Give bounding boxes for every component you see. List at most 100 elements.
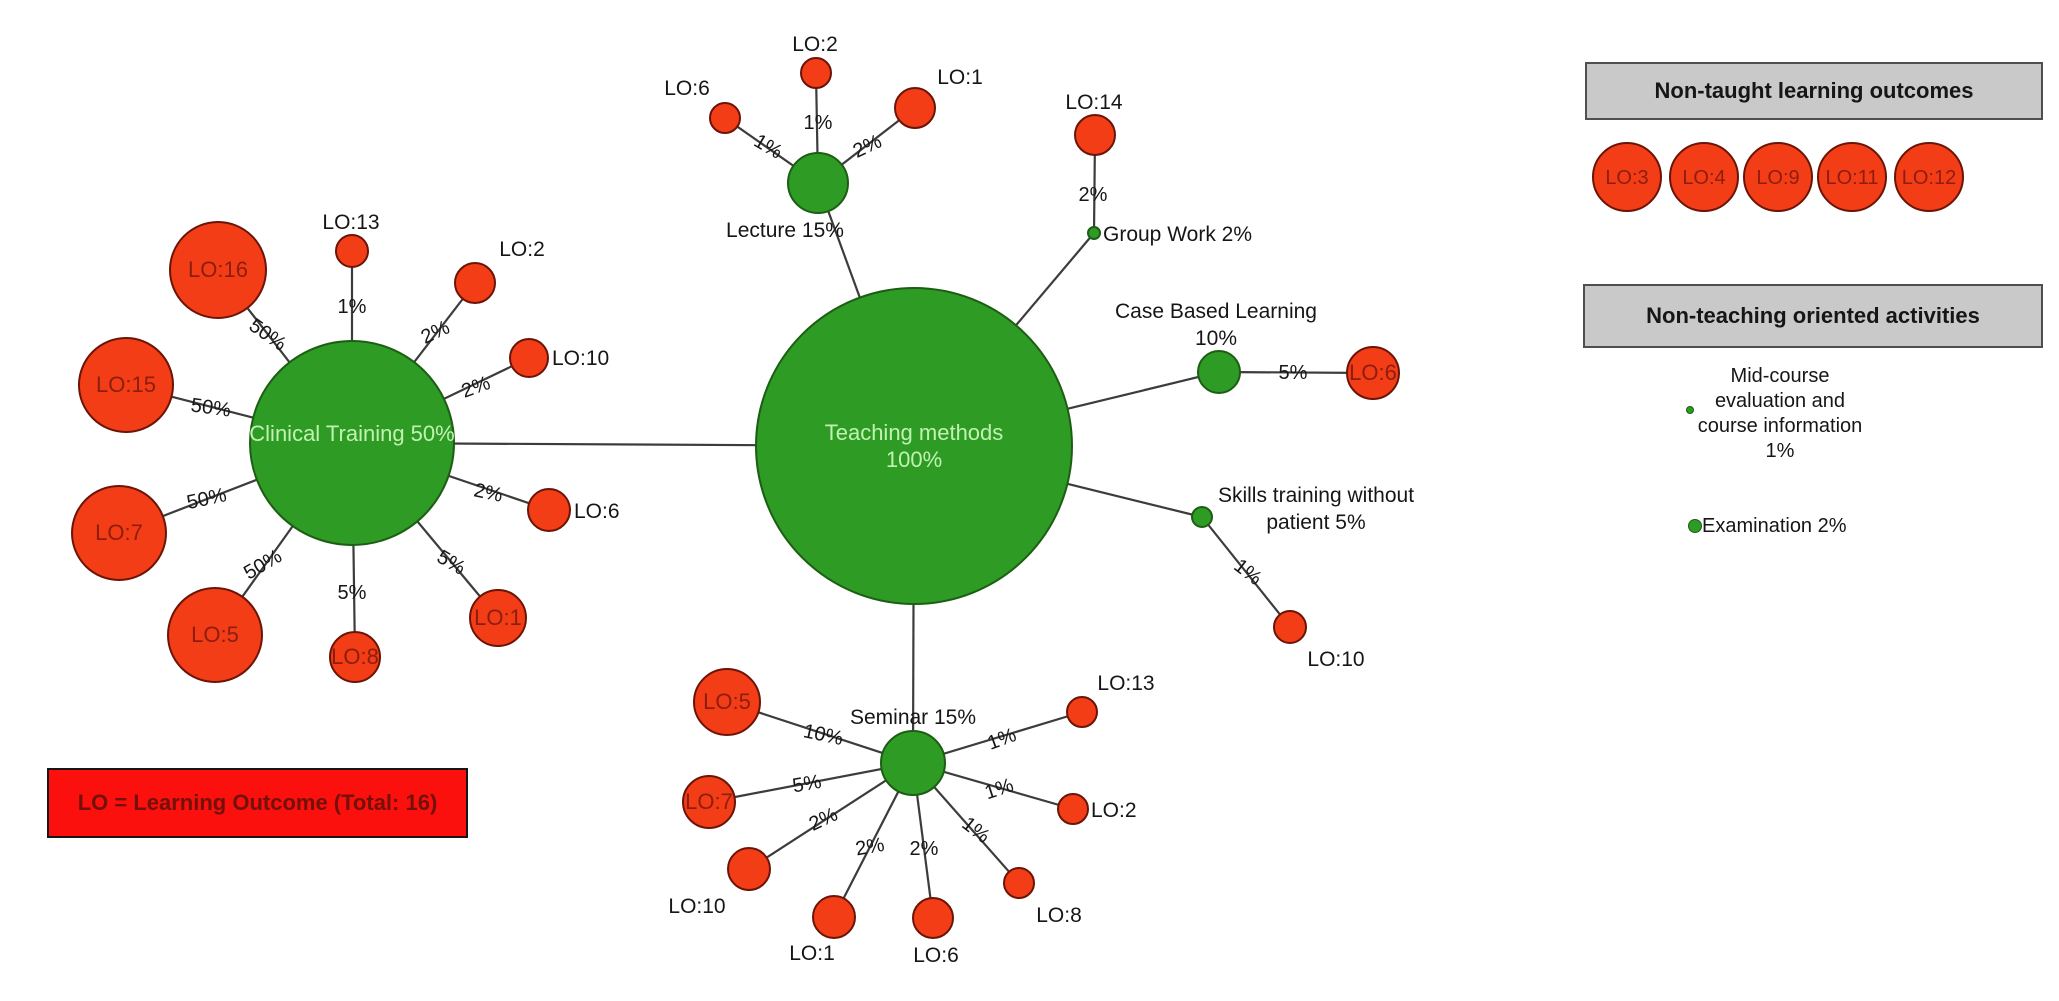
activity-midcourse-line: evaluation and [1714,390,1846,412]
outcome-label-lo15: LO:15 [96,372,156,397]
activity-examination: Examination 2% [1702,515,1847,537]
node-skills-training [1191,506,1213,528]
outcome-label-lo5: LO:5 [703,689,751,714]
examination-dot [1688,519,1702,533]
seminar-label: Seminar 15% [850,706,976,729]
outcome-label-lo16: LO:16 [188,257,248,282]
outcome-label-lo13: LO:13 [322,211,379,234]
node-clinical-training-lo10 [509,338,549,378]
teaching-methods-label: Teaching methods [825,420,1004,445]
edge-weight-label: 50% [185,484,229,514]
edge-weight-label: 5% [1279,362,1308,384]
node-lecture-lo1 [894,87,936,129]
node-clinical-training [249,340,455,546]
edge-weight-label: 50% [245,315,291,356]
outcome-label-lo6: LO:6 [574,500,620,523]
edge-weight-label: 1% [750,130,786,164]
edge-weight-label: 1% [338,296,367,318]
outcome-label-lo8: LO:8 [1036,904,1082,927]
node-seminar-lo10 [727,847,771,891]
edge-weight-label: 5% [433,546,469,580]
case-based-learning-label: 10% [1195,327,1237,350]
node-lecture-lo6 [709,102,741,134]
node-case-based-learning [1197,350,1241,394]
edge-weight-label: 2% [1079,184,1108,206]
edge-skills-training-lo10 [1201,516,1291,628]
node-seminar-lo7 [682,775,736,829]
outcome-label-lo9: LO:9 [1756,167,1799,189]
node-lecture-lo2 [800,57,832,89]
outcome-label-lo1: LO:1 [937,66,983,89]
node-seminar-lo6 [912,897,954,939]
edge-weight-label: 10% [801,720,845,750]
clinical-training-label: Clinical Training 50% [249,421,454,446]
edge-weight-label: 1% [985,724,1020,755]
node-lecture [787,152,849,214]
node-clinical-training-lo13 [335,234,369,268]
outcome-label-lo14: LO:14 [1065,91,1123,114]
skills-training-label: patient 5% [1266,511,1365,534]
outcome-label-lo6: LO:6 [664,77,710,100]
outcome-label-lo4: LO:4 [1682,167,1725,189]
outcome-label-lo5: LO:5 [191,622,239,647]
outcome-label-lo2: LO:2 [1091,799,1137,822]
group-work-label: Group Work 2% [1103,223,1252,246]
node-group-work [1087,226,1101,240]
node-group-work-lo14 [1074,114,1116,156]
node-teaching-methods [755,287,1073,605]
edge-seminar-lo7 [708,761,914,804]
edge-weight-label: 2% [854,834,887,861]
outcome-label-lo1: LO:1 [474,605,522,630]
edge-weight-label: 5% [338,582,367,604]
node-clinical-training-lo7 [71,485,167,581]
activity-midcourse: Mid-course evaluation and course informa… [1660,364,1900,464]
node-seminar-lo2 [1057,793,1089,825]
outcome-label-lo6: LO:6 [1349,360,1397,385]
outcome-label-lo3: LO:3 [1605,167,1648,189]
outcome-label-lo13: LO:13 [1097,672,1154,695]
node-non-taught-lo3 [1592,142,1662,212]
midcourse-dot [1686,406,1694,414]
outcome-label-lo12: LO:12 [1902,167,1956,189]
skills-training-label: Skills training without [1218,484,1414,507]
node-case-based-learning-lo6 [1346,346,1400,400]
activity-midcourse-line: Mid-course [1730,365,1830,387]
edge-weight-label: 50% [240,545,286,584]
edge-weight-label: 1% [982,774,1016,804]
edge-weight-label: 2% [806,803,842,835]
case-based-learning-label: Case Based Learning [1115,300,1317,323]
node-non-taught-lo4 [1669,142,1739,212]
panel-non-teaching-header: Non-teaching oriented activities [1583,284,2043,348]
node-non-taught-lo11 [1817,142,1887,212]
legend-learning-outcome: LO = Learning Outcome (Total: 16) [47,768,468,838]
node-clinical-training-lo2 [454,262,496,304]
outcome-label-lo7: LO:7 [95,520,143,545]
node-seminar-lo13 [1066,696,1098,728]
outcome-label-lo6: LO:6 [913,944,959,967]
node-non-taught-lo12 [1894,142,1964,212]
node-clinical-training-lo15 [78,337,174,433]
outcome-label-lo2: LO:2 [499,238,545,261]
outcome-label-lo11: LO:11 [1826,167,1879,189]
node-clinical-training-lo5 [167,587,263,683]
node-clinical-training-lo1 [469,589,527,647]
outcome-label-lo10: LO:10 [668,895,725,918]
outcome-label-lo1: LO:1 [789,942,835,965]
outcome-label-lo10: LO:10 [552,347,609,370]
edge-weight-label: 5% [791,771,824,798]
outcome-label-lo2: LO:2 [792,33,838,56]
activity-midcourse-line: 1% [1765,440,1795,462]
node-clinical-training-lo16 [169,221,267,319]
node-clinical-training-lo6 [527,488,571,532]
activity-midcourse-line: course information [1697,415,1863,437]
edge-weight-label: 2% [910,838,939,860]
edge-weight-label: 1% [804,112,833,134]
outcome-label-lo10: LO:10 [1307,648,1364,671]
node-seminar-lo5 [693,668,761,736]
outcome-label-lo8: LO:8 [331,644,379,669]
node-seminar-lo8 [1003,867,1035,899]
edge-weight-label: 2% [472,479,505,507]
node-seminar-lo1 [812,895,856,939]
